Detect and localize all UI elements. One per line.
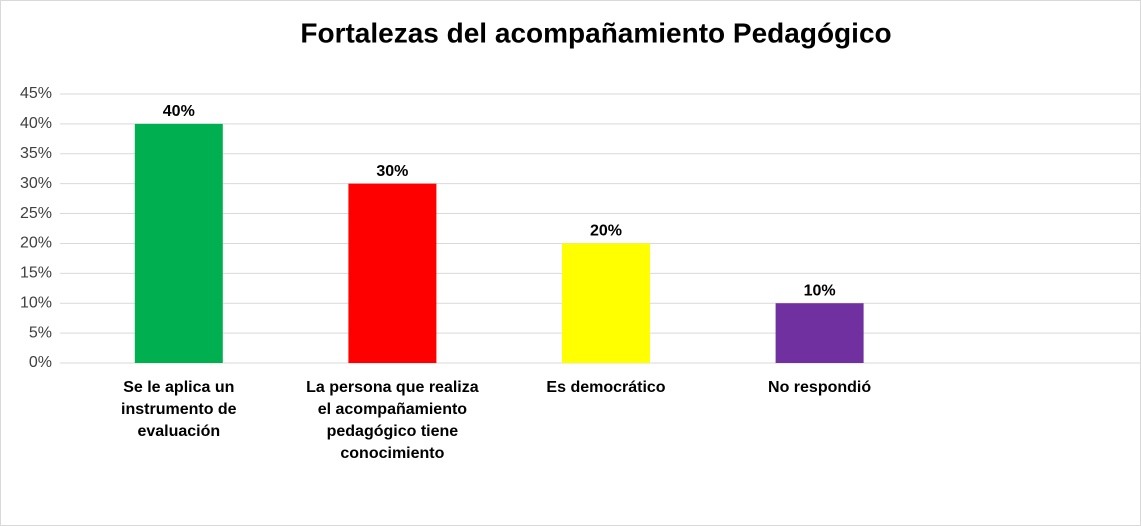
x-tick-label: La persona que realiza el acompañamiento… <box>306 379 479 462</box>
data-label: 20% <box>590 223 622 240</box>
data-label: 10% <box>804 282 836 299</box>
y-tick-label: 40% <box>20 115 52 132</box>
y-tick-label: 5% <box>29 324 52 341</box>
bar <box>348 183 437 363</box>
x-tick-label: No respondió <box>768 379 872 396</box>
y-tick-label: 45% <box>20 85 52 102</box>
data-label: 40% <box>163 103 195 120</box>
y-tick-label: 20% <box>20 235 52 252</box>
y-tick-label: 0% <box>29 354 52 371</box>
y-tick-label: 35% <box>20 145 52 162</box>
y-tick-label: 25% <box>20 205 52 222</box>
chart-title: Fortalezas del acompañamiento Pedagógico <box>300 17 891 48</box>
y-tick-label: 30% <box>20 175 52 192</box>
x-tick-label: Se le aplica un instrumento de evaluació… <box>121 379 237 440</box>
y-tick-label: 10% <box>20 294 52 311</box>
bar <box>562 243 650 363</box>
data-label: 30% <box>376 163 408 180</box>
bar <box>775 303 864 363</box>
bar <box>134 123 223 363</box>
x-tick-label: Es democrático <box>546 379 666 396</box>
y-tick-label: 15% <box>20 265 52 282</box>
